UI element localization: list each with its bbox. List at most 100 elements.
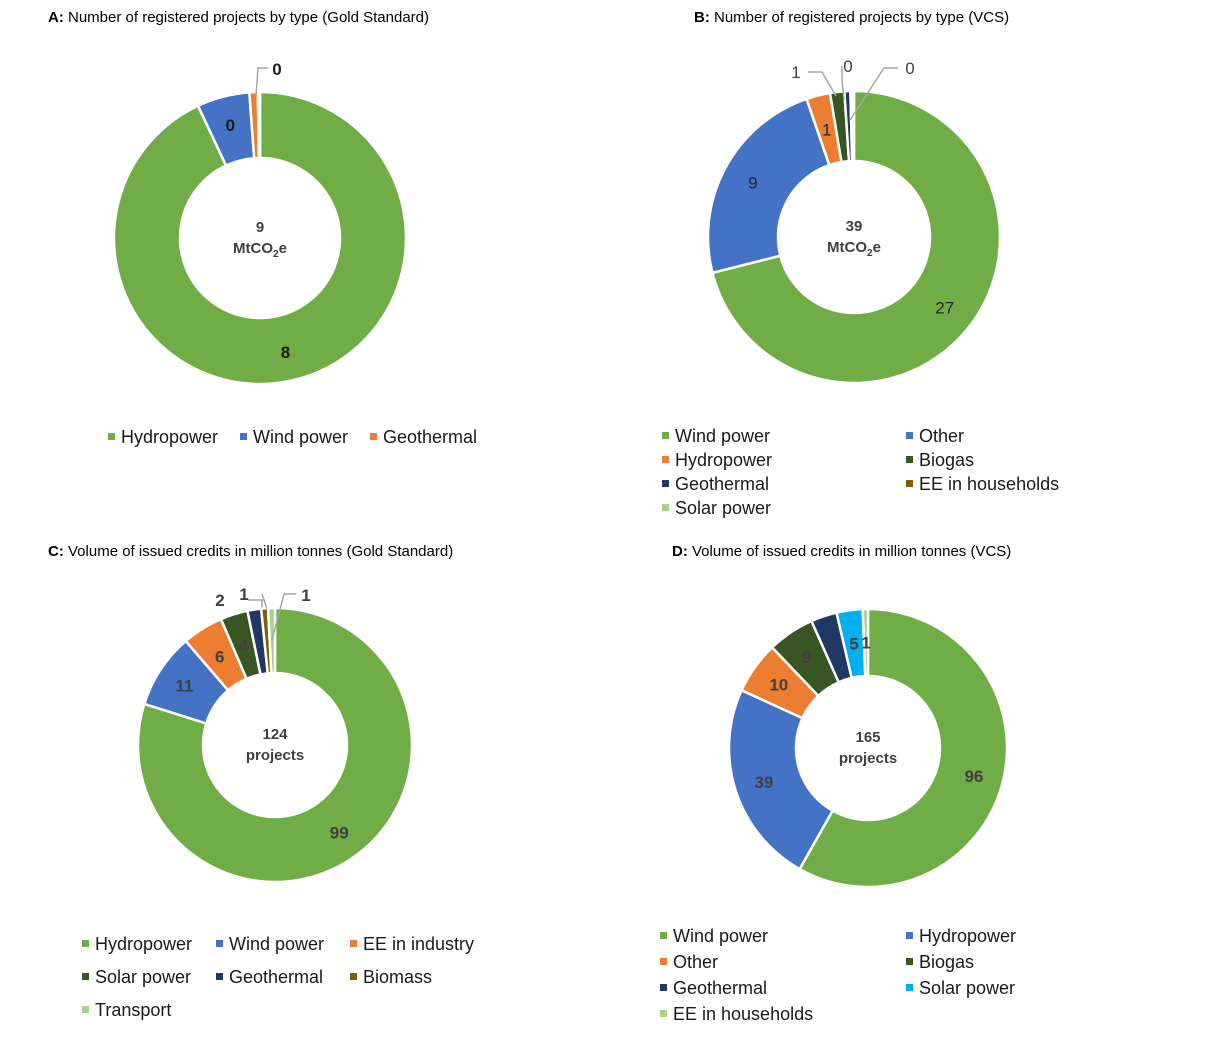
leader-line <box>808 71 837 97</box>
legend-swatch <box>350 972 357 980</box>
legend-swatch <box>662 479 669 487</box>
legend-item: Solar power <box>662 498 771 519</box>
data-label: 9 <box>748 173 757 192</box>
legend-label: Transport <box>95 1000 172 1020</box>
chart-a-title-text: Number of registered projects by type (G… <box>68 9 430 26</box>
legend-swatch <box>660 957 667 965</box>
legend-label: Wind power <box>253 427 349 447</box>
data-label: 5 <box>849 634 858 653</box>
leader-line <box>271 593 296 641</box>
center-value: 39 <box>846 218 863 235</box>
legend-swatch <box>906 931 913 939</box>
data-label: 0 <box>843 57 852 76</box>
data-label: 1 <box>861 634 870 653</box>
chart-b-donut: 27 9 1 1 0 0 39 MtCO2e <box>706 57 1002 385</box>
legend-label: Hydropower <box>675 450 773 470</box>
legend-swatch <box>82 972 89 980</box>
legend-swatch <box>906 957 913 965</box>
leader-line <box>849 67 898 121</box>
legend-label: Solar power <box>675 498 772 518</box>
legend-label: Wind power <box>673 926 769 946</box>
legend-swatch <box>240 432 247 440</box>
legend-swatch <box>662 431 669 439</box>
slice-hydropower <box>727 688 835 871</box>
legend-swatch <box>108 432 115 440</box>
chart-b-title-text: Number of registered projects by type (V… <box>714 9 1010 26</box>
slice-hydropower <box>112 90 408 386</box>
legend-item: EE in households <box>660 1004 813 1025</box>
slice-wind-power <box>710 89 1002 385</box>
data-label: 4 <box>239 636 249 655</box>
data-label: 11 <box>175 676 193 695</box>
data-label: 1 <box>791 63 800 82</box>
slice-ee-in-households <box>861 607 870 678</box>
legend-label: Wind power <box>675 426 771 446</box>
legend-label: Hydropower <box>919 926 1017 946</box>
data-label: 2 <box>215 591 224 610</box>
slice-other <box>706 97 831 275</box>
legend-swatch <box>660 1009 667 1017</box>
chart-b-title-prefix: B: <box>694 9 710 26</box>
legend-swatch <box>906 455 913 463</box>
chart-b-title: B: Number of registered projects by type… <box>694 9 1009 26</box>
data-label: 1 <box>301 586 310 605</box>
legend-item: EE in industry <box>350 934 474 955</box>
center-unit: MtCO2e <box>827 239 881 259</box>
legend-label: Other <box>919 426 965 446</box>
legend-label: Biogas <box>919 952 975 972</box>
legend-item: Hydropower <box>662 450 772 471</box>
data-label: 27 <box>935 299 954 318</box>
legend-label: Solar power <box>919 978 1016 998</box>
legend-label: Hydropower <box>121 427 219 447</box>
slice-hydropower <box>136 606 414 884</box>
data-label: 6 <box>215 647 224 666</box>
data-label: 1 <box>822 120 831 139</box>
chart-d-title: D: Volume of issued credits in million t… <box>672 543 1011 560</box>
legend-item: Wind power <box>662 426 770 447</box>
chart-a-donut: 8 0 0 9 MtCO2e <box>112 60 408 386</box>
legend-swatch <box>662 503 669 511</box>
legend-swatch <box>82 1005 89 1013</box>
slice-solar-power <box>850 89 856 163</box>
data-label: 10 <box>769 675 788 694</box>
legend-item: Biogas <box>906 450 974 471</box>
legend-item: Solar power <box>82 967 191 988</box>
leader-line <box>841 66 845 101</box>
slice-segment <box>256 90 262 160</box>
chart-a-title-prefix: A: <box>48 9 64 26</box>
legend-item: EE in households <box>906 474 1059 495</box>
legend-item: Wind power <box>240 427 348 448</box>
chart-d-title-prefix: D: <box>672 543 688 560</box>
data-label: 8 <box>281 343 290 362</box>
legend-label: EE in households <box>919 474 1060 494</box>
legend-item: Hydropower <box>108 427 218 448</box>
chart-a-title: A: Number of registered projects by type… <box>48 9 429 26</box>
legend-swatch <box>662 455 669 463</box>
chart-d-donut: 96 39 10 9 5 1 165 projects <box>727 607 1009 889</box>
chart-c-title: C: Volume of issued credits in million t… <box>48 543 453 560</box>
legend-swatch <box>660 931 667 939</box>
legend-swatch <box>82 939 89 947</box>
legend-swatch <box>660 983 667 991</box>
leader-line <box>255 67 268 97</box>
legend-item: Other <box>660 952 718 973</box>
legend-swatch <box>906 431 913 439</box>
center-unit: MtCO2e <box>233 240 287 260</box>
data-label: 0 <box>905 59 914 78</box>
center-value: 165 <box>855 729 880 746</box>
legend-label: Geothermal <box>673 978 768 998</box>
leader-line <box>248 599 263 610</box>
legend-item: Wind power <box>216 934 324 955</box>
data-label: 96 <box>964 767 983 786</box>
center-unit: projects <box>246 747 304 764</box>
legend-item: Geothermal <box>662 474 769 495</box>
legend-label: Hydropower <box>95 934 193 954</box>
legend-swatch <box>906 479 913 487</box>
legend-item: Biogas <box>906 952 974 973</box>
legend-label: Geothermal <box>675 474 770 494</box>
legend-swatch <box>906 983 913 991</box>
data-label: 99 <box>330 823 349 842</box>
legend-label: EE in industry <box>363 934 475 954</box>
